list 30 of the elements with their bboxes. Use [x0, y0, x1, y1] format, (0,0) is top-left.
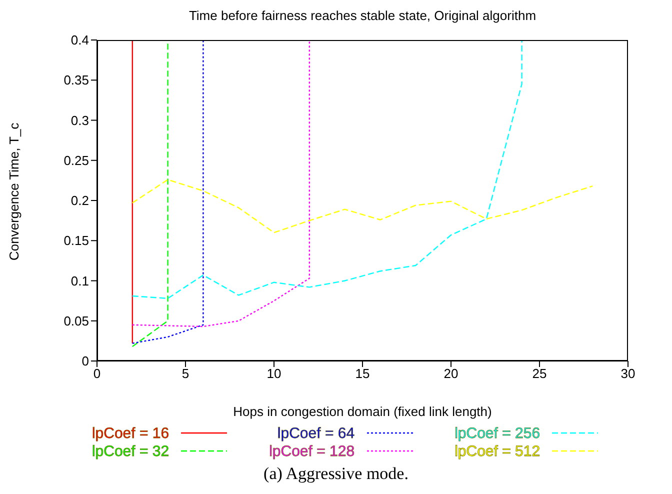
x-tick-label: 20: [444, 366, 458, 382]
y-tick-label: 0.25: [64, 152, 89, 168]
y-tick-label: 0.05: [64, 313, 89, 328]
text: (a) Aggressive mode.: [262, 464, 410, 484]
x-tick-label: 15: [355, 366, 370, 382]
x-tick-label: 5: [182, 366, 190, 382]
line-series: [132, 179, 594, 234]
line-series: [132, 40, 204, 344]
x-tick-label: 0: [93, 366, 101, 382]
y-tick-label: 0: [82, 354, 89, 369]
x-tick-label: 10: [266, 366, 282, 382]
y-tick-label: 0.1: [70, 273, 89, 288]
y-tick-label: 0.35: [64, 72, 89, 88]
legend-label: lpCoef = 64: [277, 424, 355, 442]
y-tick-label: 0.2: [70, 193, 89, 208]
line-series: [132, 40, 522, 300]
line-series: [132, 40, 310, 328]
legend-label: lpCoef = 512: [454, 442, 540, 460]
y-axis-title: Convergence Time, T_c: [6, 122, 22, 260]
chart-title: Time before fairness reaches stable state, Original algorithm: [188, 8, 538, 23]
y-tick-label: 0.3: [70, 112, 89, 128]
legend-label: lpCoef = 128: [269, 442, 355, 460]
legend-label: lpCoef = 16: [92, 424, 170, 442]
y-tick-label: 0.15: [64, 233, 89, 248]
y-tick-label: 0.4: [70, 32, 89, 48]
x-axis-title: Hops in congestion domain (fixed link length): [233, 404, 492, 419]
x-tick-label: 25: [532, 366, 547, 382]
legend-label: lpCoef = 256: [454, 424, 540, 442]
legend-label: lpCoef = 32: [92, 442, 170, 460]
x-tick-label: 30: [620, 366, 636, 382]
